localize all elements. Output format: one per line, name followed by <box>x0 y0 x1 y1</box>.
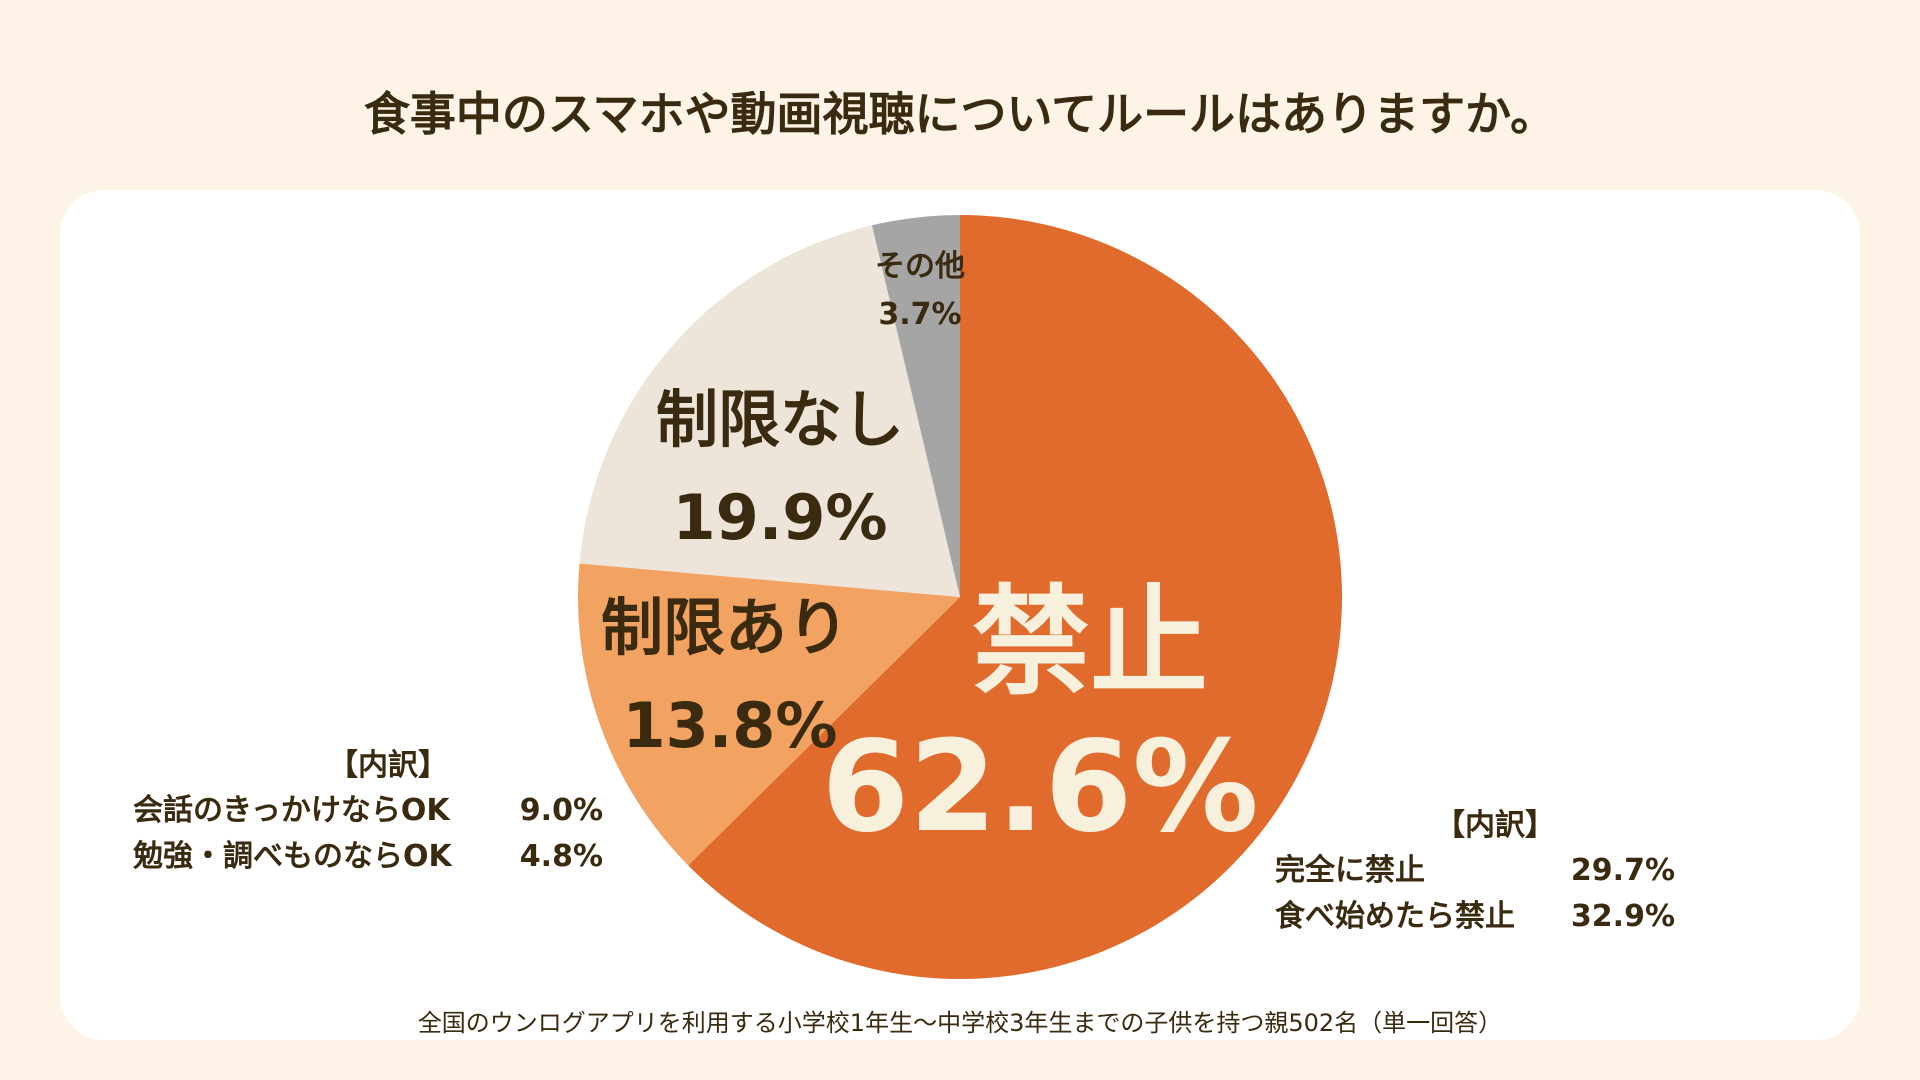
breakdown-row-label: 完全に禁止 <box>1275 853 1425 888</box>
breakdown-row: 食べ始めたら禁止 32.9% <box>1275 894 1675 940</box>
chart-title: 食事中のスマホや動画視聴についてルールはありますか。 <box>363 87 1557 141</box>
slice-value-ban: 62.6% <box>821 713 1259 860</box>
slice-value-limited: 13.8% <box>622 689 838 762</box>
pie-slice-ban <box>688 215 1343 979</box>
breakdown-row-label: 食べ始めたら禁止 <box>1275 899 1515 934</box>
breakdown-limited: 【内訳】 会話のきっかけならOK 9.0% 勉強・調べものならOK 4.8% <box>133 740 603 880</box>
breakdown-row-value: 32.9% <box>1570 899 1675 934</box>
slice-label-limited: 制限あり <box>600 591 849 664</box>
breakdown-row: 勉強・調べものならOK 4.8% <box>133 834 603 880</box>
breakdown-row: 完全に禁止 29.7% <box>1275 848 1675 894</box>
breakdown-row: 会話のきっかけならOK 9.0% <box>133 788 603 834</box>
breakdown-heading: 【内訳】 <box>1435 808 1555 843</box>
breakdown-heading: 【内訳】 <box>328 748 448 783</box>
footnote: 全国のウンログアプリを利用する小学校1年生〜中学校3年生までの子供を持つ親502… <box>417 1009 1503 1037</box>
slice-label-ban: 禁止 <box>971 573 1208 711</box>
breakdown-ban: 【内訳】 完全に禁止 29.7% 食べ始めたら禁止 32.9% <box>1275 800 1675 940</box>
pie-slice-no-limit <box>579 225 960 597</box>
breakdown-row-value: 4.8% <box>519 839 603 874</box>
slice-label-no-limit: 制限なし <box>655 383 904 456</box>
breakdown-row-label: 勉強・調べものならOK <box>133 839 452 874</box>
pie-slice-other <box>871 215 960 597</box>
slice-value-no-limit: 19.9% <box>672 481 888 554</box>
breakdown-row-label: 会話のきっかけならOK <box>133 793 450 828</box>
breakdown-row-value: 9.0% <box>519 793 603 828</box>
slice-label-other: その他 <box>875 249 965 284</box>
slice-value-other: 3.7% <box>878 297 962 332</box>
breakdown-row-value: 29.7% <box>1570 853 1675 888</box>
pie-slice-limited <box>578 563 960 866</box>
